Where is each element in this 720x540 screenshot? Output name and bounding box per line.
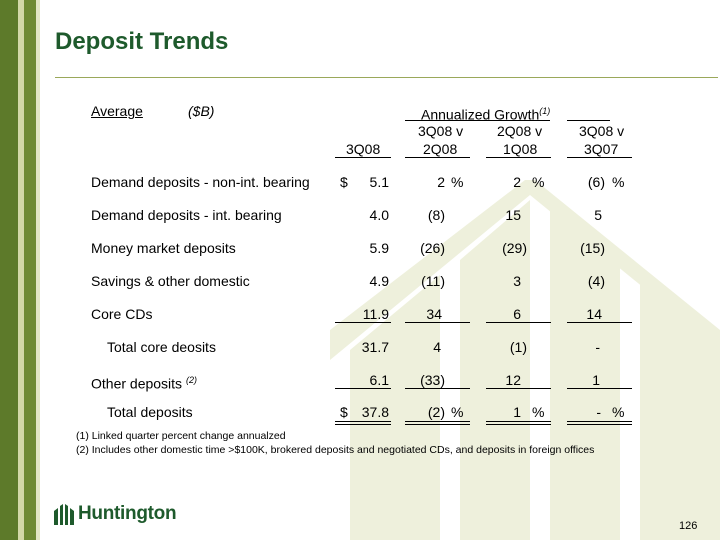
row-g1: 34	[426, 306, 442, 322]
footnote-2: (2) Includes other domestic time >$100K,…	[76, 444, 595, 456]
row-g2: (1)	[509, 339, 527, 355]
growth-footnote-ref: (1)	[539, 106, 551, 116]
total-rule-0	[335, 388, 391, 389]
huntington-logo-icon	[54, 504, 74, 525]
row-label: Other deposits (2)	[91, 375, 197, 392]
row-value: 11.9	[362, 306, 389, 322]
row-g1: (11)	[421, 273, 445, 289]
decor-stripe-2	[18, 0, 24, 540]
double-rule-3a	[567, 421, 632, 422]
row-value: 5.1	[369, 174, 389, 190]
huntington-logo-text: Huntington	[78, 503, 177, 524]
row-g3: 14	[586, 306, 602, 322]
row-label: Core CDs	[91, 306, 153, 322]
row-g3: (6)	[587, 174, 605, 190]
row-g3: (15)	[580, 240, 605, 256]
double-rule-0b	[335, 424, 391, 425]
row-g1: 2	[437, 174, 445, 190]
col3-line2: 3Q07	[584, 141, 619, 157]
row-g1: 4	[433, 339, 441, 355]
row-g3: 1	[592, 372, 600, 388]
row-label: Money market deposits	[91, 240, 236, 256]
row-label: Total core deosits	[107, 339, 216, 355]
row-g3-pct: %	[612, 404, 625, 420]
subtotal-rule-0	[335, 322, 391, 323]
row-g1-pct: %	[451, 404, 464, 420]
hdr-rule-2	[486, 157, 551, 158]
row-label: Total deposits	[107, 404, 193, 420]
row-g2: 2	[513, 174, 521, 190]
row-g3-pct: %	[612, 174, 625, 190]
row-g3: -	[595, 339, 600, 355]
double-rule-2b	[486, 424, 551, 425]
total-rule-3	[567, 388, 632, 389]
growth-rule-2	[567, 120, 610, 121]
row-g1: (2)	[427, 404, 445, 420]
decor-stripe-1	[0, 0, 18, 540]
row-g2-pct: %	[532, 174, 545, 190]
row-g3: -	[596, 404, 601, 420]
double-rule-1b	[405, 424, 470, 425]
row-value: 4.9	[369, 273, 389, 289]
hdr-rule-1	[405, 157, 470, 158]
row-g3: 5	[594, 207, 602, 223]
subtotal-rule-2	[486, 322, 551, 323]
col1-line1: 3Q08 v	[418, 123, 464, 139]
double-rule-2a	[486, 421, 551, 422]
row-value: 4.0	[369, 207, 389, 223]
row-g2: 12	[505, 372, 521, 388]
subtotal-rule-3	[567, 322, 632, 323]
row-g2: 15	[505, 207, 521, 223]
double-rule-3b	[567, 424, 632, 425]
total-rule-2	[486, 388, 551, 389]
row-label: Savings & other domestic	[91, 273, 250, 289]
footnote-1: (1) Linked quarter percent change annual…	[76, 430, 286, 442]
col2-line2: 1Q08	[503, 141, 538, 157]
col1-line2: 2Q08	[423, 141, 458, 157]
hdr-rule-3	[567, 157, 632, 158]
background-watermark	[330, 180, 720, 540]
subtotal-rule-1	[405, 322, 470, 323]
page-title: Deposit Trends	[55, 28, 229, 55]
row-g1: (8)	[427, 207, 445, 223]
row-label: Demand deposits - int. bearing	[91, 207, 282, 223]
page-number: 126	[679, 520, 698, 532]
header-average: Average	[91, 103, 143, 119]
huntington-logo: Huntington	[54, 503, 177, 525]
double-rule-0a	[335, 421, 391, 422]
row-dollar: $	[340, 174, 348, 190]
double-rule-1a	[405, 421, 470, 422]
row-g2: 6	[513, 306, 521, 322]
hdr-rule-0	[335, 157, 391, 158]
row-g2: (29)	[502, 240, 527, 256]
row-value: 5.9	[369, 240, 389, 256]
decor-stripe-4	[36, 0, 40, 540]
title-divider	[55, 77, 718, 78]
other-deposits-footnote-ref: (2)	[185, 375, 197, 385]
header-growth-label: Annualized Growth(1)	[421, 106, 551, 123]
row-label: Demand deposits - non-int. bearing	[91, 174, 310, 190]
row-value: 31.7	[361, 339, 389, 355]
row-g1-pct: %	[451, 174, 464, 190]
col3-line1: 3Q08 v	[579, 123, 625, 139]
row-g2-pct: %	[532, 404, 545, 420]
col2-line1: 2Q08 v	[497, 123, 543, 139]
total-rule-1	[405, 388, 470, 389]
row-g2: 1	[513, 404, 521, 420]
row-g1: (26)	[420, 240, 445, 256]
decor-stripe-3	[24, 0, 36, 540]
row-g2: 3	[513, 273, 521, 289]
row-g1: (33)	[420, 372, 445, 388]
row-g3: (4)	[587, 273, 605, 289]
row-dollar: $	[340, 404, 348, 420]
row-value: 6.1	[369, 372, 389, 388]
row-value: 37.8	[361, 404, 389, 420]
growth-rule-1	[405, 120, 550, 121]
col0-line2: 3Q08	[346, 141, 381, 157]
header-units: ($B)	[188, 103, 215, 119]
